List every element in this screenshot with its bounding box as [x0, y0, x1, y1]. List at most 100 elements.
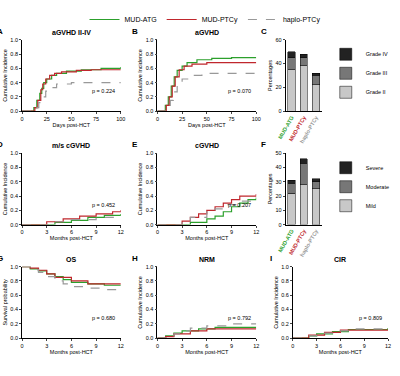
svg-text:Severe: Severe — [366, 165, 383, 171]
svg-text:0: 0 — [156, 343, 159, 349]
svg-text:0.4: 0.4 — [10, 80, 18, 86]
svg-text:12: 12 — [118, 343, 124, 349]
svg-text:0.6: 0.6 — [10, 292, 18, 298]
svg-text:p = 0.224: p = 0.224 — [92, 88, 115, 94]
svg-text:MUD-PTCy: MUD-PTCy — [202, 16, 238, 24]
svg-text:A: A — [0, 27, 3, 36]
svg-text:0.0: 0.0 — [146, 335, 154, 341]
svg-text:0.4: 0.4 — [10, 306, 18, 312]
svg-text:30: 30 — [275, 179, 281, 185]
svg-text:0.4: 0.4 — [281, 306, 289, 312]
svg-text:25: 25 — [44, 116, 50, 122]
svg-text:m/s cGVHD: m/s cGVHD — [52, 142, 90, 149]
svg-text:Percentages: Percentages — [267, 60, 273, 91]
svg-text:MUD-ATG: MUD-ATG — [277, 115, 295, 140]
svg-text:0.8: 0.8 — [146, 278, 154, 284]
svg-text:0.8: 0.8 — [10, 164, 18, 170]
svg-text:I: I — [270, 254, 272, 263]
svg-text:0: 0 — [20, 343, 23, 349]
svg-text:12: 12 — [118, 229, 124, 235]
svg-text:CIR: CIR — [334, 256, 346, 263]
svg-text:1.0: 1.0 — [146, 150, 154, 156]
svg-text:0: 0 — [291, 343, 294, 349]
svg-text:Cumulative Incidence: Cumulative Incidence — [137, 276, 143, 329]
svg-text:12: 12 — [385, 343, 391, 349]
svg-text:0.0: 0.0 — [146, 222, 154, 228]
svg-text:0.0: 0.0 — [146, 108, 154, 114]
svg-text:50: 50 — [68, 116, 74, 122]
svg-text:Days post-HCT: Days post-HCT — [188, 122, 226, 128]
svg-text:0.0: 0.0 — [10, 335, 18, 341]
svg-text:0.6: 0.6 — [10, 179, 18, 185]
svg-text:0.8: 0.8 — [146, 51, 154, 57]
svg-text:Grade III: Grade III — [366, 70, 388, 76]
svg-text:B: B — [132, 27, 138, 36]
svg-text:12: 12 — [253, 229, 259, 235]
svg-text:MUD-PTCy: MUD-PTCy — [288, 227, 308, 255]
svg-text:0: 0 — [278, 222, 281, 228]
svg-text:Months post-HCT: Months post-HCT — [50, 349, 94, 355]
svg-text:3: 3 — [315, 343, 318, 349]
svg-text:3: 3 — [181, 229, 184, 235]
svg-text:25: 25 — [179, 116, 185, 122]
svg-text:H: H — [132, 254, 138, 263]
svg-text:9: 9 — [363, 343, 366, 349]
svg-text:6: 6 — [205, 229, 208, 235]
svg-text:1.0: 1.0 — [10, 37, 18, 43]
svg-text:0: 0 — [278, 108, 281, 114]
svg-text:6: 6 — [70, 229, 73, 235]
svg-text:6: 6 — [205, 343, 208, 349]
svg-text:9: 9 — [95, 229, 98, 235]
svg-text:Moderate: Moderate — [366, 184, 389, 190]
svg-text:p = 0.452: p = 0.452 — [92, 202, 115, 208]
svg-text:haplo-PTCy: haplo-PTCy — [299, 114, 320, 144]
svg-text:0.8: 0.8 — [10, 278, 18, 284]
svg-text:0.2: 0.2 — [146, 207, 154, 213]
svg-text:0.6: 0.6 — [10, 65, 18, 71]
svg-text:10: 10 — [275, 207, 281, 213]
svg-text:MUD-PTCy: MUD-PTCy — [288, 114, 308, 142]
svg-text:0.6: 0.6 — [146, 65, 154, 71]
svg-text:MUD-ATG: MUD-ATG — [277, 228, 295, 253]
svg-text:G: G — [0, 254, 3, 263]
svg-text:Mild: Mild — [366, 203, 376, 209]
svg-text:Cumulative Incidence: Cumulative Incidence — [137, 49, 143, 102]
svg-text:0.2: 0.2 — [10, 207, 18, 213]
svg-text:100: 100 — [252, 116, 261, 122]
svg-text:haplo-PTCy: haplo-PTCy — [283, 16, 320, 24]
svg-text:0: 0 — [156, 116, 159, 122]
svg-text:0.0: 0.0 — [10, 222, 18, 228]
svg-text:20: 20 — [275, 84, 281, 90]
svg-text:0.2: 0.2 — [146, 321, 154, 327]
svg-text:Cumulative Incidence: Cumulative Incidence — [273, 276, 279, 329]
svg-text:p = 0.792: p = 0.792 — [228, 315, 251, 321]
svg-text:Cumulative Incidence: Cumulative Incidence — [137, 163, 143, 216]
svg-text:50: 50 — [204, 116, 210, 122]
svg-text:D: D — [0, 140, 3, 149]
svg-text:MUD-ATG: MUD-ATG — [125, 16, 157, 23]
svg-text:0.6: 0.6 — [281, 292, 289, 298]
svg-text:aGVHD II-IV: aGVHD II-IV — [52, 29, 91, 36]
svg-text:Grade IV: Grade IV — [366, 51, 388, 57]
svg-text:NRM: NRM — [199, 256, 215, 263]
svg-text:p = 0.207: p = 0.207 — [228, 202, 251, 208]
svg-text:1.0: 1.0 — [146, 37, 154, 43]
svg-text:6: 6 — [339, 343, 342, 349]
svg-text:3: 3 — [45, 343, 48, 349]
svg-text:0.6: 0.6 — [146, 292, 154, 298]
svg-text:0.8: 0.8 — [281, 278, 289, 284]
svg-text:9: 9 — [230, 229, 233, 235]
svg-text:40: 40 — [275, 60, 281, 66]
svg-text:9: 9 — [95, 343, 98, 349]
svg-text:12: 12 — [253, 343, 259, 349]
svg-text:Grade II: Grade II — [366, 89, 386, 95]
svg-text:1.0: 1.0 — [146, 264, 154, 270]
svg-text:Months post-HCT: Months post-HCT — [319, 349, 363, 355]
svg-text:0.4: 0.4 — [146, 193, 154, 199]
svg-text:0.0: 0.0 — [281, 335, 289, 341]
svg-text:Cumulative Incidence: Cumulative Incidence — [2, 49, 8, 102]
svg-text:Months post-HCT: Months post-HCT — [50, 235, 94, 241]
svg-text:OS: OS — [66, 256, 76, 263]
svg-text:0.4: 0.4 — [146, 306, 154, 312]
svg-text:20: 20 — [275, 193, 281, 199]
